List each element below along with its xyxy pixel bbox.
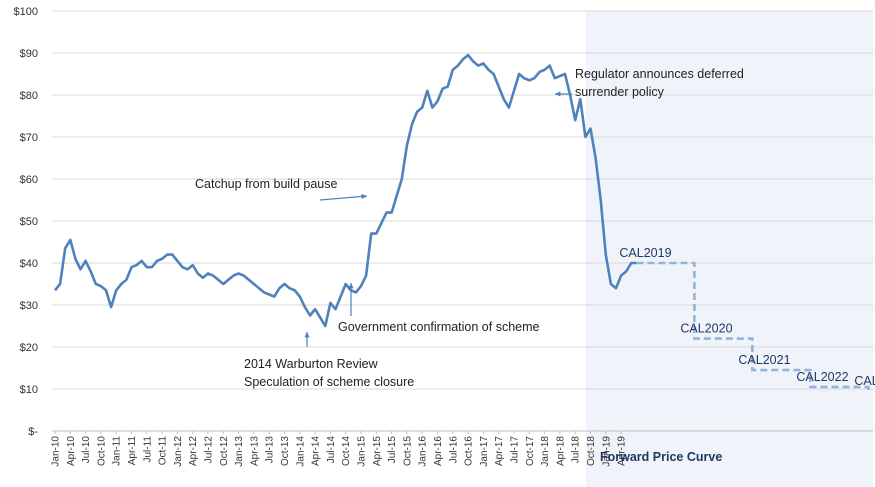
x-tick-label: Apr-16	[433, 436, 444, 466]
annotation-arrowhead	[348, 283, 354, 289]
x-tick-label: Apr-18	[555, 436, 566, 466]
y-tick-label: $90	[20, 48, 38, 60]
forward-label: CAL2020	[680, 322, 732, 336]
x-tick-label: Apr-11	[127, 436, 138, 466]
y-axis: $- $10 $20 $30 $40 $50 $60 $70 $80 $90 $100	[14, 6, 39, 438]
forward-label: CAL2019	[619, 246, 671, 260]
x-tick-label: Oct-13	[280, 436, 291, 466]
x-tick-label: Oct-17	[525, 436, 536, 466]
x-tick-label: Jan-14	[295, 436, 306, 467]
forward-label: CAL2023	[854, 374, 875, 388]
x-tick-label: Apr-10	[66, 436, 77, 466]
x-tick-label: Jul-12	[204, 436, 215, 464]
x-tick-label: Jul-18	[571, 436, 582, 464]
x-tick-label: Jan-15	[357, 436, 368, 467]
annotation-arrowhead	[555, 91, 561, 97]
annotation-text: Government confirmation of scheme	[338, 320, 540, 334]
annotation-catchup: Catchup from build pause	[195, 177, 368, 201]
forward-label: CAL2022	[796, 370, 848, 384]
x-tick-label: Jan-10	[51, 436, 62, 467]
x-tick-label: Oct-10	[96, 436, 107, 466]
annotation-regulator: Regulator announces deferred surrender po…	[555, 67, 744, 99]
x-tick-label: Jan-16	[418, 436, 429, 467]
x-tick-label: Oct-15	[402, 436, 413, 466]
x-tick-label: Jul-13	[265, 436, 276, 464]
x-tick-label: Jul-11	[142, 436, 153, 463]
forward-region-label: Forward Price Curve	[600, 450, 722, 464]
forward-price-line	[636, 261, 870, 393]
x-tick-label: Apr-17	[494, 436, 505, 466]
y-tick-label: $30	[20, 300, 38, 312]
x-tick-label: Apr-13	[249, 436, 260, 466]
annotation-arrowhead	[361, 193, 367, 200]
x-tick-label: Jan-17	[479, 436, 490, 467]
y-tick-label: $70	[20, 132, 38, 144]
annotation-text: Catchup from build pause	[195, 177, 337, 191]
annotation-government: Government confirmation of scheme	[338, 283, 540, 334]
x-tick-label: Jan-11	[112, 436, 123, 466]
x-tick-label: Jan-18	[540, 436, 551, 467]
forward-region	[586, 11, 873, 487]
y-tick-label: $10	[20, 384, 38, 396]
y-tick-label: $80	[20, 90, 38, 102]
x-axis: Jan-10 Apr-10 Jul-10 Oct-10 Jan-11 Apr-11 Jul-…	[51, 431, 628, 467]
forward-label: CAL2021	[738, 353, 790, 367]
x-tick-label: Jul-15	[387, 436, 398, 464]
y-tick-label: $40	[20, 258, 38, 270]
x-tick-label: Apr-14	[311, 436, 322, 466]
x-tick-label: Jan-19	[601, 436, 612, 467]
y-tick-label: $-	[28, 426, 38, 438]
x-tick-label: Oct-18	[586, 436, 597, 466]
annotation-text: surrender policy	[575, 85, 665, 99]
x-tick-label: Oct-14	[341, 436, 352, 466]
x-tick-label: Apr-12	[188, 436, 199, 466]
forward-labels: CAL2019 CAL2020 CAL2021 CAL2022 CAL2023	[619, 246, 875, 388]
x-tick-label: Jul-10	[81, 436, 92, 464]
annotation-text: 2014 Warburton Review	[244, 357, 379, 371]
historical-price-line	[53, 53, 637, 328]
x-tick-label: Oct-12	[219, 436, 230, 466]
x-tick-label: Jul-17	[510, 436, 521, 464]
x-tick-label: Apr-15	[372, 436, 383, 466]
y-tick-label: $100	[14, 6, 38, 18]
x-tick-label: Jan-13	[234, 436, 245, 467]
annotation-text: Regulator announces deferred	[575, 67, 744, 81]
y-tick-label: $60	[20, 174, 38, 186]
x-tick-label: Oct-11	[158, 436, 169, 466]
annotations: Catchup from build pause Regulator announ…	[195, 67, 744, 389]
x-tick-label: Jul-16	[448, 436, 459, 464]
y-tick-label: $50	[20, 216, 38, 228]
y-tick-label: $20	[20, 342, 38, 354]
annotation-arrowhead	[304, 332, 310, 338]
annotation-text: Speculation of scheme closure	[244, 375, 414, 389]
x-tick-label: Oct-16	[464, 436, 475, 466]
grid-lines	[52, 10, 873, 432]
x-tick-label: Jul-14	[326, 436, 337, 464]
x-tick-label: Jan-12	[173, 436, 184, 467]
x-tick-label: Apr-19	[617, 436, 628, 466]
annotation-warburton: 2014 Warburton Review Speculation of sche…	[244, 332, 414, 389]
annotation-arrow	[319, 195, 368, 201]
